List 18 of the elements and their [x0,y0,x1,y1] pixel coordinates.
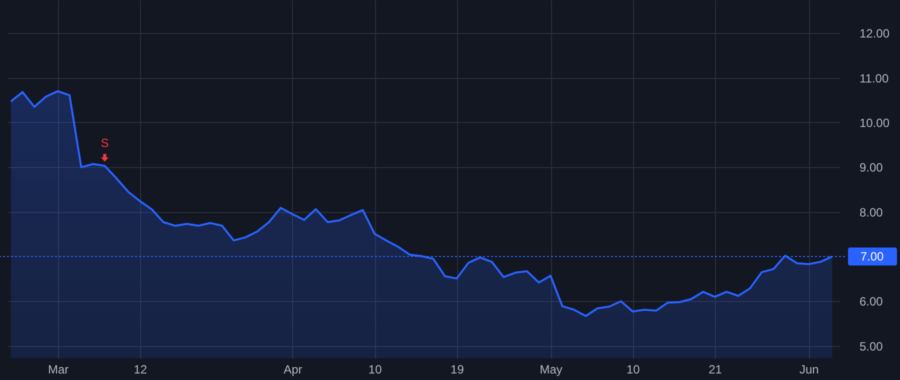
y-tick-label: 8.00 [860,205,884,220]
x-tick-label: 19 [450,362,464,376]
x-tick-label: May [540,362,562,376]
ref-line-label: 7.00 [860,250,884,264]
x-tick-label: Apr [284,362,302,376]
x-tick-label: 12 [134,362,148,376]
x-tick-label: 21 [708,362,722,376]
y-tick-label: 5.00 [860,339,884,354]
y-tick-label: 9.00 [860,160,884,175]
series-label: S [100,136,109,150]
x-tick-label: Mar [48,362,69,376]
y-tick-label: 10.00 [860,116,890,130]
x-tick-label: 10 [626,362,640,376]
y-tick-label: 12.00 [860,26,890,41]
x-tick-label: 10 [368,362,382,376]
x-tick-label: Jun [799,362,819,376]
y-tick-label: 6.00 [860,294,884,309]
y-tick-label: 11.00 [860,71,889,86]
